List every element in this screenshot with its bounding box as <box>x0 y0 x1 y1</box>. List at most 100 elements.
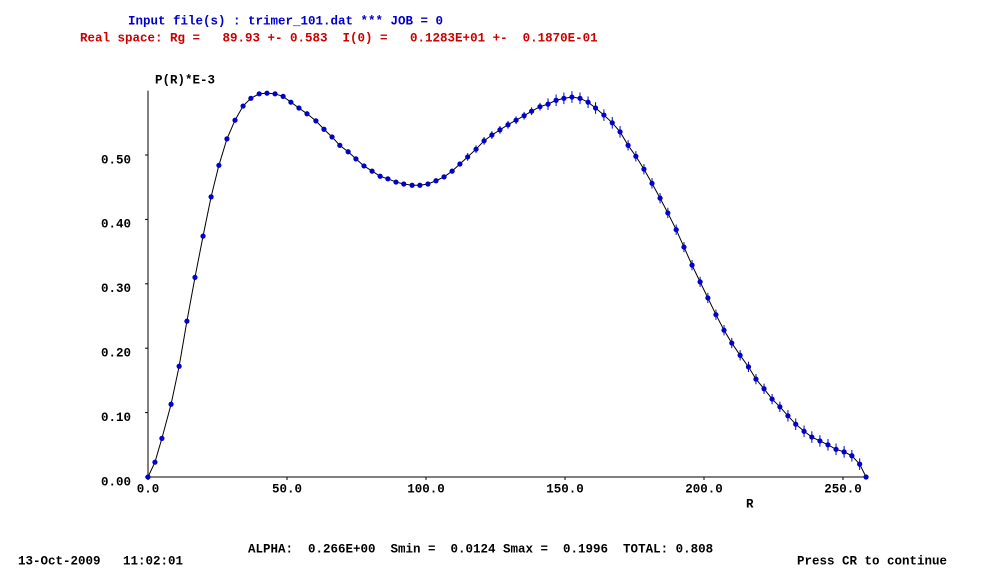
data-point <box>665 210 671 216</box>
data-point <box>841 449 847 455</box>
data-point <box>304 111 310 117</box>
data-point <box>601 112 607 118</box>
data-point <box>248 95 254 101</box>
prompt: Press CR to continue <box>797 554 947 568</box>
data-point <box>481 138 487 144</box>
data-point <box>849 453 855 459</box>
data-point <box>825 442 831 448</box>
data-point <box>577 95 583 101</box>
data-point <box>296 105 302 111</box>
data-point <box>801 428 807 434</box>
timestamp: 13-Oct-2009 11:02:01 <box>18 554 183 568</box>
data-point <box>489 132 495 138</box>
data-point <box>369 168 375 174</box>
data-point <box>505 122 511 128</box>
data-point <box>513 117 519 123</box>
data-point <box>433 178 439 184</box>
data-point <box>224 136 230 142</box>
data-point <box>705 295 711 301</box>
data-point <box>529 108 535 114</box>
y-tick-label: 0.10 <box>101 411 131 425</box>
data-point <box>409 182 415 188</box>
data-point <box>649 180 655 186</box>
data-point <box>192 274 198 280</box>
data-point <box>353 156 359 162</box>
data-point <box>401 181 407 187</box>
data-point <box>681 244 687 250</box>
data-point <box>697 279 703 285</box>
data-point <box>321 126 327 132</box>
data-point <box>361 163 367 169</box>
data-point <box>689 262 695 268</box>
data-point <box>232 117 238 123</box>
data-point <box>809 434 815 440</box>
data-point <box>272 91 278 97</box>
data-point <box>737 352 743 358</box>
x-axis-label: R <box>746 497 754 511</box>
data-point <box>585 99 591 105</box>
data-point <box>793 421 799 427</box>
data-point <box>240 103 246 109</box>
data-point <box>521 113 527 119</box>
data-point <box>417 182 423 188</box>
data-point <box>168 401 174 407</box>
data-point <box>545 101 551 107</box>
data-point <box>657 195 663 201</box>
y-axis-label: P(R)*E-3 <box>155 73 215 87</box>
data-point <box>345 149 351 155</box>
data-point <box>441 174 447 180</box>
data-point <box>537 104 543 110</box>
data-point <box>745 364 752 370</box>
data-point <box>159 435 165 441</box>
data-point <box>817 438 823 444</box>
data-point <box>200 233 206 239</box>
data-point <box>761 386 767 392</box>
data-point <box>673 227 679 233</box>
data-point <box>313 118 319 124</box>
data-point <box>377 173 383 179</box>
data-point <box>713 312 719 318</box>
input-line: Input file(s) : trimer_101.dat *** JOB =… <box>128 14 443 28</box>
data-point <box>393 179 399 185</box>
y-tick-label: 0.30 <box>101 282 131 296</box>
y-tick-label: 0.00 <box>101 475 131 489</box>
data-point <box>264 90 270 96</box>
data-point <box>208 194 214 200</box>
data-point <box>184 318 190 324</box>
data-point <box>569 94 575 100</box>
data-point <box>425 181 431 187</box>
data-point <box>385 176 391 182</box>
data-point <box>145 474 151 480</box>
data-point <box>769 396 775 402</box>
y-tick-label: 0.40 <box>101 218 131 232</box>
data-point <box>176 363 182 369</box>
data-point <box>863 474 869 480</box>
x-tick-label: 150.0 <box>546 482 584 496</box>
data-point <box>553 97 559 103</box>
x-tick-label: 50.0 <box>272 482 302 496</box>
data-point <box>592 105 599 111</box>
data-point <box>337 142 343 148</box>
data-point <box>465 154 471 160</box>
data-point <box>721 327 727 333</box>
data-point <box>785 413 791 419</box>
x-tick-label: 200.0 <box>685 482 723 496</box>
result-line: Real space: Rg = 89.93 +- 0.583 I(0) = 0… <box>80 31 598 45</box>
data-point <box>625 142 631 148</box>
data-point <box>152 459 158 465</box>
data-point <box>609 120 615 126</box>
data-point <box>473 146 479 152</box>
data-point <box>449 168 455 174</box>
data-point <box>216 162 222 168</box>
y-tick-label: 0.50 <box>101 153 131 167</box>
data-point <box>729 340 735 346</box>
data-point <box>753 376 759 382</box>
x-tick-label: 250.0 <box>824 482 862 496</box>
data-point <box>256 91 262 97</box>
x-tick-label: 100.0 <box>407 482 445 496</box>
data-point <box>288 99 294 105</box>
data-point <box>633 153 639 159</box>
data-point <box>641 166 647 172</box>
